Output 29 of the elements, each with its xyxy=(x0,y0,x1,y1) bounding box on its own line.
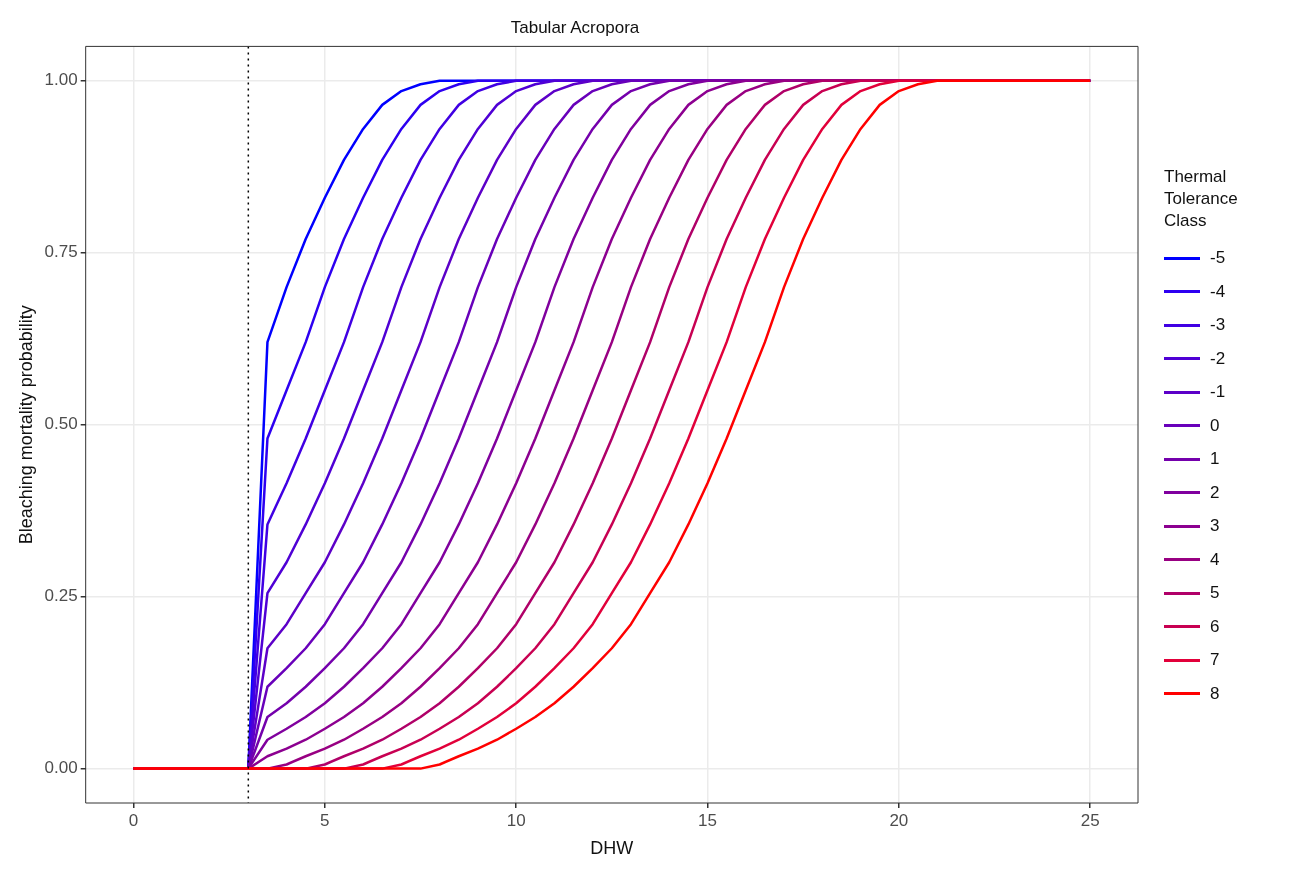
legend-label: 7 xyxy=(1210,650,1220,671)
legend-label: 8 xyxy=(1210,683,1220,704)
legend-label: 6 xyxy=(1210,616,1220,637)
legend-label: -1 xyxy=(1210,382,1226,403)
legend-label: -2 xyxy=(1210,348,1226,369)
x-tick-label: 20 xyxy=(889,810,909,830)
x-tick-label: 15 xyxy=(698,810,717,830)
legend-title: Thermal Tolerance Class xyxy=(1164,165,1239,232)
y-tick-label: 0.50 xyxy=(44,414,78,434)
legend-label: -4 xyxy=(1210,281,1226,302)
legend-label: 3 xyxy=(1210,516,1220,537)
y-axis-title: Bleaching mortality probability xyxy=(15,305,36,545)
x-axis-title: DHW xyxy=(590,838,634,859)
x-tick-label: 25 xyxy=(1080,810,1100,830)
legend-label: 0 xyxy=(1210,415,1220,436)
legend-label: 1 xyxy=(1210,449,1220,470)
legend-label: 5 xyxy=(1210,583,1220,604)
legend-label: 4 xyxy=(1210,549,1220,570)
x-tick-label: 0 xyxy=(128,810,139,830)
y-tick-label: 0.25 xyxy=(44,586,78,606)
x-tick-label: 10 xyxy=(506,810,526,830)
legend-label: -5 xyxy=(1210,248,1226,269)
chart-title: Tabular Acropora xyxy=(510,17,640,37)
legend-label: 2 xyxy=(1210,482,1220,503)
y-tick-label: 0.00 xyxy=(44,758,78,778)
x-tick-label: 5 xyxy=(320,810,330,830)
legend-label: -3 xyxy=(1210,315,1226,336)
y-tick-label: 1.00 xyxy=(44,70,78,90)
y-tick-label: 0.75 xyxy=(44,242,78,262)
